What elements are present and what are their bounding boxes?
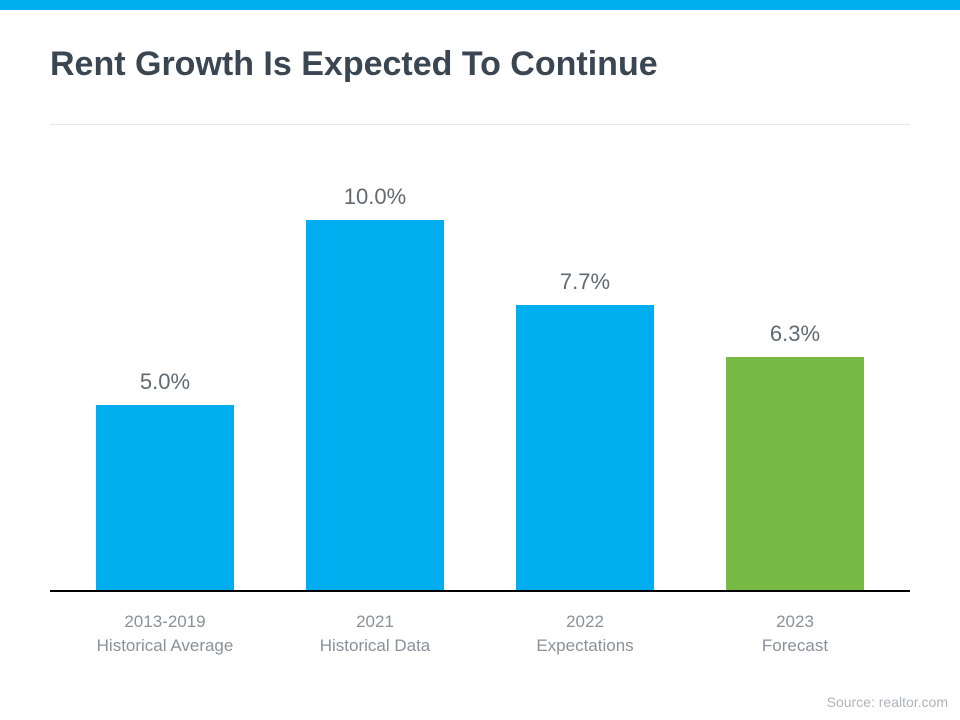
chart-title: Rent Growth Is Expected To Continue (50, 45, 910, 84)
chart-content: Rent Growth Is Expected To Continue 5.0%… (0, 10, 960, 658)
bar-value-label: 10.0% (344, 184, 406, 210)
x-label-line2: Expectations (536, 636, 633, 655)
x-label: 2022 Expectations (480, 610, 690, 658)
bar-slot: 6.3% (690, 321, 900, 590)
bar-value-label: 6.3% (770, 321, 820, 347)
x-label-line2: Forecast (762, 636, 828, 655)
x-label-line2: Historical Average (97, 636, 234, 655)
x-label: 2023 Forecast (690, 610, 900, 658)
top-stripe (0, 0, 960, 10)
x-label-line1: 2013-2019 (124, 612, 205, 631)
bar-slot: 5.0% (60, 369, 270, 590)
x-label-line1: 2021 (356, 612, 394, 631)
bar (516, 305, 654, 590)
bar-value-label: 5.0% (140, 369, 190, 395)
x-label: 2013-2019 Historical Average (60, 610, 270, 658)
chart-wrap: 5.0% 10.0% 7.7% 6.3% 2013-2019 Historica… (50, 124, 910, 658)
x-label-line1: 2023 (776, 612, 814, 631)
plot-area: 5.0% 10.0% 7.7% 6.3% (50, 125, 910, 590)
bar (306, 220, 444, 590)
bar-slot: 7.7% (480, 269, 690, 590)
x-axis-labels: 2013-2019 Historical Average 2021 Histor… (50, 592, 910, 658)
x-label: 2021 Historical Data (270, 610, 480, 658)
x-label-line2: Historical Data (320, 636, 431, 655)
x-label-line1: 2022 (566, 612, 604, 631)
bar (726, 357, 864, 590)
bar-slot: 10.0% (270, 184, 480, 590)
bar (96, 405, 234, 590)
source-attribution: Source: realtor.com (827, 694, 948, 710)
bar-value-label: 7.7% (560, 269, 610, 295)
